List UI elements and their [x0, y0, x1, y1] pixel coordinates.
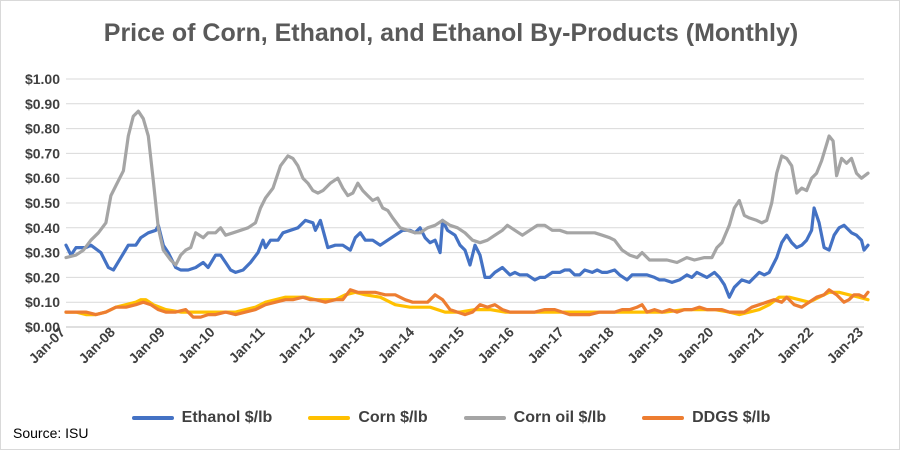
x-tick-label: Jan-21	[724, 324, 767, 367]
chart-title: Price of Corn, Ethanol, and Ethanol By-P…	[103, 19, 799, 47]
series-line-ethanol-lb	[64, 206, 870, 299]
x-tick-label: Jan-23	[823, 324, 866, 367]
legend-item: DDGS $/lb	[642, 409, 770, 427]
y-tick-label: $0.60	[25, 170, 60, 186]
legend-swatch	[463, 416, 506, 420]
y-tick-label: $0.00	[25, 319, 60, 335]
x-tick-label: Jan-09	[125, 324, 168, 367]
x-tick-label: Jan-12	[275, 324, 318, 367]
y-tick-label: $0.40	[25, 220, 60, 236]
y-tick-label: $0.80	[25, 121, 60, 137]
legend-swatch	[308, 416, 351, 420]
legend-item: Corn oil $/lb	[463, 409, 607, 427]
y-tick-label: $0.20	[25, 269, 60, 285]
legend-label: Corn oil $/lb	[513, 409, 607, 426]
x-tick-label: Jan-22	[774, 324, 817, 367]
y-tick-label: $0.30	[25, 245, 60, 261]
x-tick-label: Jan-14	[375, 324, 418, 367]
legend-label: Corn $/lb	[358, 409, 428, 426]
y-tick-label: $0.70	[25, 145, 60, 161]
legend-item: Ethanol $/lb	[131, 409, 273, 427]
x-tick-label: Jan-16	[474, 324, 517, 367]
x-tick-label: Jan-10	[175, 324, 218, 367]
chart-legend: Ethanol $/lb Corn $/lb Corn oil $/lb DDGS $…	[1, 409, 901, 427]
x-tick-label: Jan-15	[424, 324, 467, 367]
legend-swatch	[642, 416, 685, 420]
legend-swatch	[131, 416, 174, 420]
x-tick-label: Jan-08	[75, 324, 118, 367]
legend-label: Ethanol $/lb	[181, 409, 273, 426]
x-tick-label: Jan-17	[524, 324, 567, 367]
y-tick-label: $0.10	[25, 294, 60, 310]
x-tick-label: Jan-18	[574, 324, 617, 367]
y-tick-label: $0.50	[25, 195, 60, 211]
legend-label: DDGS $/lb	[692, 409, 771, 426]
x-tick-label: Jan-20	[674, 324, 717, 367]
series-line-corn-oil-lb	[64, 109, 870, 267]
y-tick-label: $0.90	[25, 96, 60, 112]
source-label: Source: ISU	[13, 425, 89, 441]
series-line-ddgs-lb	[64, 288, 870, 319]
y-tick-label: $1.00	[25, 71, 60, 87]
legend-item: Corn $/lb	[308, 409, 428, 427]
x-tick-label: Jan-19	[624, 324, 667, 367]
x-tick-label: Jan-13	[325, 324, 368, 367]
x-tick-label: Jan-11	[225, 324, 267, 366]
series-line-corn-lb	[64, 290, 870, 317]
